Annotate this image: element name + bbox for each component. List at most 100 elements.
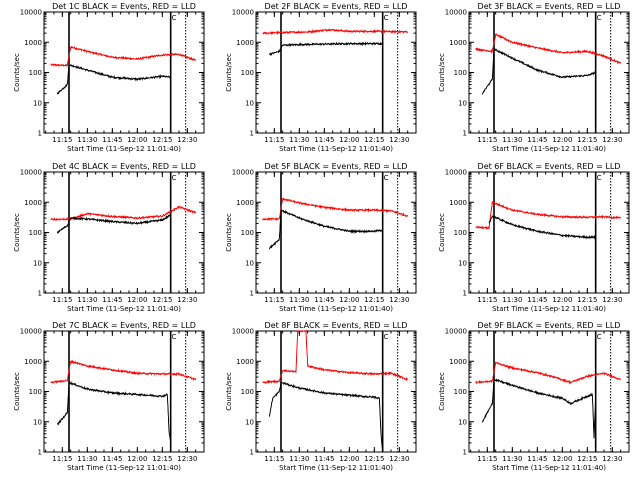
y-tick-label: 100 [454,69,467,77]
x-axis-label: Start Time (11-Sep-12 11:01:40) [279,145,393,153]
x-tick-label: 11:45 [314,136,334,144]
x-tick-label: 11:45 [527,136,547,144]
x-axis-label: Start Time (11-Sep-12 11:01:40) [67,145,181,153]
x-tick-label: 11:15 [477,136,497,144]
y-tick-label: 1000 [449,358,467,366]
x-tick-label: 11:30 [289,136,309,144]
flag-label: C [597,174,602,182]
y-axis-label: Counts/sec [225,372,233,411]
lld-series-line [262,197,409,222]
y-tick-label: 10000 [232,9,254,17]
chart-panel-1: Det 1C BLACK = Events, RED = LLD 1 10 100 10… [13,2,205,153]
x-tick-label: 11:45 [102,296,122,304]
chart-panel-9: Det 9F BLACK = Events, RED = LLD 1 10 100 10… [438,321,630,472]
lld-series-line [50,359,197,385]
y-tick-label: 1 [463,449,467,457]
events-series-line [56,380,172,443]
x-tick-label: 12:30 [602,296,622,304]
y-tick-label: 1000 [236,199,254,207]
x-tick-label: 11:15 [52,455,72,463]
y-tick-label: 1000 [24,199,42,207]
plot-frame [43,330,205,453]
events-series-line-vertices [269,43,383,55]
lld-series-line-vertices [262,198,408,220]
y-tick-label: 10000 [20,169,42,177]
x-tick-label: 11:30 [502,136,522,144]
y-tick-label: 10 [458,418,467,426]
y-tick-label: 100 [241,229,254,237]
x-tick-label: 12:15 [364,296,384,304]
flag-label: C [384,174,389,182]
x-axis-label: Start Time (11-Sep-12 11:01:40) [279,305,393,313]
x-tick-label: 12:00 [127,136,147,144]
x-tick-label: 11:30 [77,455,97,463]
y-tick-label: 1000 [236,39,254,47]
events-series-line-vertices [482,48,596,94]
flag-label: C [172,333,177,341]
y-tick-label: 10 [458,259,467,267]
plot-frame [255,330,417,453]
y-tick-label: 100 [241,388,254,396]
y-axis-label: Counts/sec [13,372,21,411]
chart-title: Det 7C BLACK = Events, RED = LLD [52,321,196,330]
lld-series-line-vertices [475,201,621,229]
y-axis-label: Counts/sec [438,53,446,92]
x-tick-label: 11:30 [77,296,97,304]
flag-label: C [384,333,389,341]
y-tick-label: 1 [463,130,467,138]
chart-panel-6: Det 6F BLACK = Events, RED = LLD 1 10 100 10… [438,162,630,313]
y-tick-label: 1 [463,290,467,298]
chart-panel-4: Det 4C BLACK = Events, RED = LLD 1 10 100 10… [13,162,205,313]
events-series-line [268,381,384,452]
events-series-line-vertices [269,209,383,249]
plot-frame [43,171,205,294]
chart-title: Det 1C BLACK = Events, RED = LLD [52,2,196,11]
x-tick-label: 12:30 [177,296,197,304]
y-tick-label: 10000 [445,328,467,336]
x-tick-label: 11:15 [52,296,72,304]
lld-series-line-vertices [50,46,196,66]
x-tick-label: 12:30 [389,455,409,463]
x-tick-label: 12:00 [552,296,572,304]
y-tick-label: 1000 [449,39,467,47]
x-tick-label: 12:30 [177,136,197,144]
x-tick-label: 11:30 [77,136,97,144]
y-tick-label: 10000 [445,169,467,177]
y-tick-label: 10000 [445,9,467,17]
x-tick-label: 11:15 [477,296,497,304]
x-tick-label: 11:45 [102,136,122,144]
y-tick-label: 10 [33,418,42,426]
y-tick-label: 1 [250,130,254,138]
lld-series-line [50,205,197,222]
lld-series-line-vertices [475,34,621,64]
y-tick-label: 100 [29,388,42,396]
x-tick-label: 11:45 [527,296,547,304]
x-axis-label: Start Time (11-Sep-12 11:01:40) [279,464,393,472]
y-tick-label: 10 [245,418,254,426]
y-tick-label: 10000 [20,328,42,336]
events-series-line-vertices [57,214,171,233]
y-tick-label: 100 [29,229,42,237]
y-tick-label: 100 [241,69,254,77]
y-tick-label: 10 [245,259,254,267]
x-axis-label: Start Time (11-Sep-12 11:01:40) [492,145,606,153]
y-tick-label: 1 [38,449,42,457]
y-tick-label: 1000 [24,358,42,366]
y-tick-label: 100 [454,229,467,237]
x-tick-label: 11:15 [264,296,284,304]
y-axis-label: Counts/sec [13,213,21,252]
y-tick-label: 10 [33,99,42,107]
y-tick-label: 10 [33,259,42,267]
x-tick-label: 11:30 [289,455,309,463]
chart-panel-5: Det 5F BLACK = Events, RED = LLD 1 10 100 10… [225,162,417,313]
x-tick-label: 11:45 [314,455,334,463]
y-axis-label: Counts/sec [13,53,21,92]
events-series-line-vertices [482,379,596,438]
y-tick-label: 100 [29,69,42,77]
y-axis-label: Counts/sec [225,213,233,252]
x-tick-label: 11:45 [527,455,547,463]
flag-label: C [597,333,602,341]
x-tick-label: 12:15 [152,455,172,463]
x-tick-label: 12:00 [552,136,572,144]
